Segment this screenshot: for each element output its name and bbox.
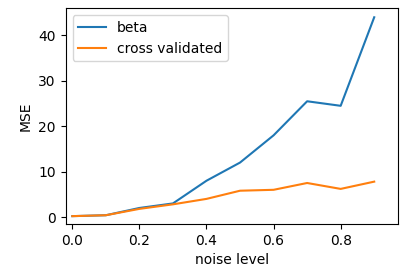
cross validated <box>70 215 74 218</box>
beta <box>170 202 175 205</box>
Y-axis label: MSE: MSE <box>19 101 33 131</box>
beta <box>337 104 342 108</box>
cross validated <box>270 188 275 191</box>
Line: beta: beta <box>72 17 373 216</box>
cross validated <box>137 207 142 210</box>
beta <box>371 16 376 19</box>
cross validated <box>204 197 209 201</box>
X-axis label: noise level: noise level <box>194 253 268 267</box>
beta <box>137 206 142 210</box>
Line: cross validated: cross validated <box>72 182 373 216</box>
cross validated <box>371 180 376 183</box>
cross validated <box>304 181 309 185</box>
beta <box>237 161 242 164</box>
beta <box>204 179 209 182</box>
cross validated <box>337 187 342 191</box>
Legend: beta, cross validated: beta, cross validated <box>72 15 227 61</box>
cross validated <box>237 189 242 192</box>
beta <box>270 134 275 137</box>
cross validated <box>103 213 108 217</box>
cross validated <box>170 203 175 206</box>
beta <box>103 213 108 217</box>
beta <box>304 100 309 103</box>
beta <box>70 215 74 218</box>
